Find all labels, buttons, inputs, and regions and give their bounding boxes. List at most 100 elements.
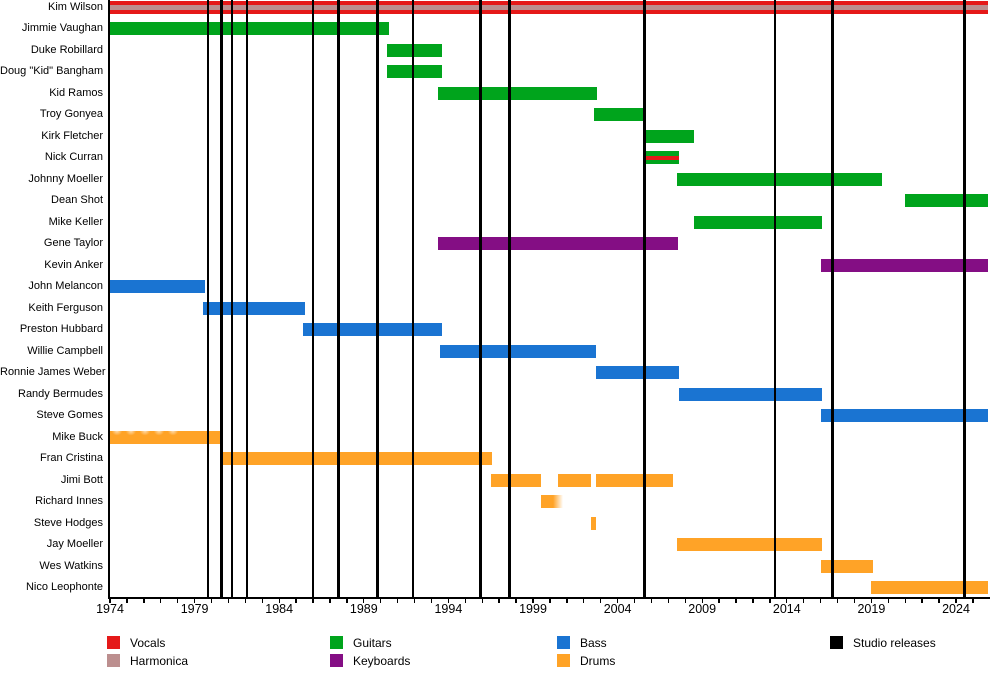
member-label: Jimmie Vaughan bbox=[21, 22, 103, 35]
member-bar bbox=[871, 581, 989, 595]
member-label: Kirk Fletcher bbox=[41, 129, 103, 142]
member-label: Preston Hubbard bbox=[19, 323, 103, 336]
axis-tick bbox=[126, 598, 128, 603]
axis-tick bbox=[684, 598, 686, 603]
axis-tick-label: 2019 bbox=[857, 602, 886, 616]
studio-release-line bbox=[963, 0, 966, 597]
axis-tick bbox=[904, 598, 906, 603]
bar-fade-texture bbox=[110, 430, 180, 444]
axis-tick bbox=[109, 598, 111, 603]
studio-release-line bbox=[230, 0, 233, 597]
axis-tick bbox=[176, 598, 179, 603]
member-label: Richard Innes bbox=[35, 495, 103, 508]
member-bar bbox=[439, 344, 596, 358]
keyboards-legend-swatch bbox=[330, 654, 343, 667]
studio-release-line bbox=[376, 0, 379, 597]
member-bar bbox=[595, 366, 679, 380]
member-label: Jay Moeller bbox=[46, 538, 103, 551]
axis-tick bbox=[633, 598, 636, 603]
member-bar bbox=[438, 237, 679, 251]
axis-tick-label: 1989 bbox=[349, 602, 378, 616]
member-bar bbox=[905, 194, 989, 208]
axis-tick-label: 1984 bbox=[265, 602, 294, 616]
axis-tick bbox=[396, 598, 399, 603]
member-label: Kevin Anker bbox=[44, 258, 103, 271]
axis-tick bbox=[210, 598, 213, 603]
x-axis-line bbox=[108, 597, 990, 599]
member-label: Randy Bermudes bbox=[18, 387, 103, 400]
axis-tick bbox=[193, 598, 196, 603]
axis-tick-label: 2024 bbox=[942, 602, 970, 616]
member-bar bbox=[203, 301, 305, 315]
axis-tick bbox=[363, 598, 365, 603]
member-label: Steve Gomes bbox=[36, 409, 103, 422]
axis-tick bbox=[599, 598, 602, 603]
axis-tick bbox=[447, 598, 450, 603]
axis-tick bbox=[650, 598, 653, 603]
axis-tick bbox=[481, 598, 483, 603]
studio-release-line bbox=[831, 0, 834, 597]
axis-tick bbox=[786, 598, 788, 603]
member-bar bbox=[490, 473, 542, 487]
axis-tick bbox=[769, 598, 771, 603]
axis-tick-label: 2014 bbox=[772, 602, 801, 616]
y-axis-line bbox=[108, 0, 110, 598]
studio-release-line bbox=[643, 0, 646, 597]
axis-tick bbox=[278, 598, 280, 603]
axis-tick-label: 1999 bbox=[519, 602, 547, 616]
member-label: Mike Buck bbox=[52, 430, 103, 443]
member-bar bbox=[642, 129, 694, 143]
axis-tick bbox=[312, 598, 314, 603]
member-label: John Melancon bbox=[28, 280, 103, 293]
studio-release-line bbox=[337, 0, 340, 597]
member-label: Willie Campbell bbox=[27, 344, 103, 357]
legend-label: Vocals bbox=[130, 635, 166, 650]
member-label: Mike Keller bbox=[48, 215, 103, 228]
member-bar bbox=[693, 215, 823, 229]
axis-tick bbox=[836, 598, 839, 603]
axis-tick bbox=[346, 598, 348, 603]
member-bar bbox=[820, 559, 874, 573]
member-bar bbox=[110, 430, 222, 444]
harmonica-legend-swatch bbox=[107, 654, 120, 667]
member-bar bbox=[221, 452, 493, 466]
axis-tick bbox=[532, 598, 534, 603]
axis-tick bbox=[887, 598, 889, 603]
axis-tick bbox=[819, 598, 822, 603]
member-bar bbox=[595, 473, 674, 487]
vocals-legend-swatch bbox=[107, 636, 120, 649]
bass-legend-swatch bbox=[557, 636, 570, 649]
member-label: Nick Curran bbox=[44, 151, 103, 164]
axis-tick bbox=[667, 598, 670, 603]
legend-label: Studio releases bbox=[853, 635, 936, 650]
axis-tick bbox=[955, 598, 957, 603]
member-label: Gene Taylor bbox=[43, 237, 103, 250]
member-label: Troy Gonyea bbox=[39, 108, 103, 121]
axis-tick bbox=[261, 598, 263, 603]
member-label: Jimi Bott bbox=[60, 473, 103, 486]
member-bar bbox=[302, 323, 442, 337]
axis-tick-label: 2009 bbox=[688, 602, 717, 616]
axis-tick bbox=[227, 598, 230, 603]
axis-tick bbox=[718, 598, 720, 603]
axis-tick bbox=[938, 598, 940, 603]
axis-tick bbox=[143, 598, 145, 603]
guitars-legend-swatch bbox=[330, 636, 343, 649]
member-label: Ronnie James Weber bbox=[0, 366, 106, 379]
member-label: Duke Robillard bbox=[30, 43, 103, 56]
axis-tick bbox=[413, 598, 416, 603]
axis-tick bbox=[921, 598, 923, 603]
studio-release-line bbox=[245, 0, 249, 597]
axis-tick bbox=[498, 598, 500, 603]
studio-release-line bbox=[411, 0, 415, 597]
studio-release-line bbox=[773, 0, 777, 597]
member-bar bbox=[676, 538, 823, 552]
axis-tick bbox=[515, 598, 517, 603]
member-label: Steve Hodges bbox=[33, 516, 103, 529]
legend-label: Harmonica bbox=[130, 653, 189, 668]
member-bar bbox=[387, 43, 442, 57]
releases-legend-swatch bbox=[830, 636, 843, 649]
member-label: Fran Cristina bbox=[40, 452, 103, 465]
studio-release-line bbox=[311, 0, 315, 597]
